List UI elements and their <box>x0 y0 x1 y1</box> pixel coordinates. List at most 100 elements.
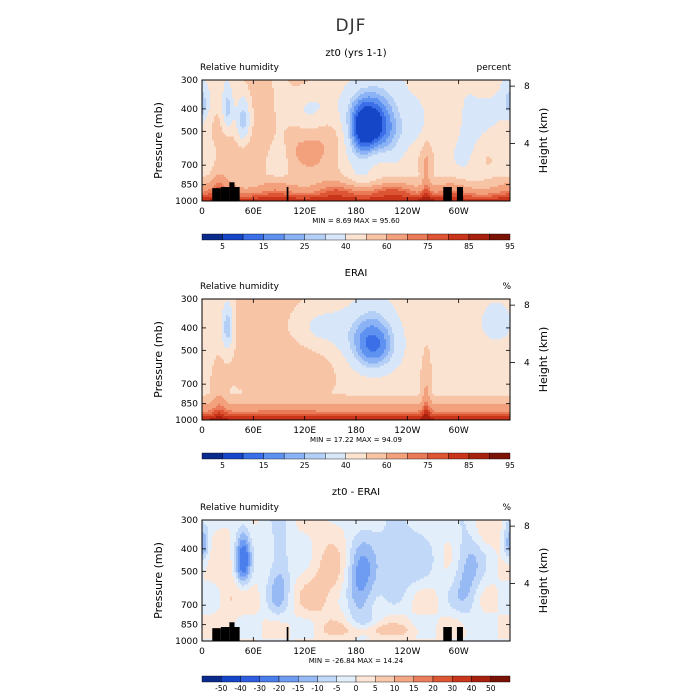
heatmap-cell <box>380 94 383 97</box>
heatmap-cell <box>242 108 245 111</box>
heatmap-cell <box>346 88 349 91</box>
heatmap-cell <box>476 108 479 111</box>
heatmap-cell <box>356 96 359 99</box>
heatmap-cell <box>444 94 447 97</box>
heatmap-cell <box>464 94 467 97</box>
heatmap-cell <box>346 94 349 97</box>
heatmap-cell <box>440 96 443 99</box>
heatmap-cell <box>426 114 429 117</box>
heatmap-cell <box>470 92 473 95</box>
heatmap-cell <box>450 86 453 89</box>
heatmap-cell <box>484 100 487 103</box>
heatmap-cell <box>486 98 489 101</box>
heatmap-cell <box>394 102 397 105</box>
heatmap-cell <box>312 112 315 115</box>
heatmap-cell <box>258 106 261 109</box>
heatmap-cell <box>282 96 285 99</box>
heatmap-cell <box>288 98 291 101</box>
heatmap-cell <box>270 92 273 95</box>
heatmap-cell <box>366 102 369 105</box>
heatmap-cell <box>372 110 375 113</box>
heatmap-cell <box>412 98 415 101</box>
heatmap-cell <box>500 88 503 91</box>
heatmap-cell <box>296 96 299 99</box>
heatmap-cell <box>448 108 451 111</box>
heatmap-cell <box>352 88 355 91</box>
heatmap-cell <box>504 114 507 117</box>
heatmap-cell <box>470 96 473 99</box>
heatmap-cell <box>424 110 427 113</box>
heatmap-cell <box>410 112 413 115</box>
heatmap-cell <box>498 90 501 93</box>
heatmap-cell <box>418 80 421 83</box>
heatmap-cell <box>426 98 429 101</box>
heatmap-cell <box>302 116 305 119</box>
heatmap-cell <box>472 82 475 85</box>
heatmap-cell <box>406 106 409 109</box>
heatmap-cell <box>292 88 295 91</box>
heatmap-cell <box>218 116 221 119</box>
heatmap-cell <box>296 94 299 97</box>
heatmap-cell <box>354 80 357 83</box>
heatmap-cell <box>308 84 311 87</box>
heatmap-cell <box>244 120 247 123</box>
heatmap-cell <box>380 120 383 123</box>
heatmap-cell <box>424 84 427 87</box>
heatmap-cell <box>290 90 293 93</box>
heatmap-cell <box>466 88 469 91</box>
heatmap-cell <box>342 88 345 91</box>
heatmap-cell <box>300 102 303 105</box>
heatmap-cell <box>366 106 369 109</box>
heatmap-cell <box>274 92 277 95</box>
heatmap-cell <box>498 118 501 121</box>
heatmap-cell <box>216 94 219 97</box>
heatmap-cell <box>280 90 283 93</box>
heatmap-cell <box>412 92 415 95</box>
heatmap-cell <box>344 86 347 89</box>
heatmap-cell <box>226 82 229 85</box>
heatmap-cell <box>350 108 353 111</box>
heatmap-cell <box>228 100 231 103</box>
heatmap-cell <box>414 100 417 103</box>
heatmap-cell <box>456 100 459 103</box>
heatmap-cell <box>468 84 471 87</box>
heatmap-cell <box>412 110 415 113</box>
heatmap-cell <box>274 118 277 121</box>
heatmap-cell <box>318 108 321 111</box>
heatmap-cell <box>280 108 283 111</box>
heatmap-cell <box>306 108 309 111</box>
heatmap-cell <box>464 116 467 119</box>
heatmap-cell <box>248 96 251 99</box>
heatmap-cell <box>462 82 465 85</box>
heatmap-cell <box>378 120 381 123</box>
heatmap-cell <box>314 100 317 103</box>
heatmap-cell <box>254 94 257 97</box>
heatmap-cell <box>502 86 505 89</box>
heatmap-cell <box>228 118 231 121</box>
heatmap-cell <box>442 106 445 109</box>
heatmap-cell <box>204 82 207 85</box>
heatmap-cell <box>316 120 319 123</box>
heatmap-cell <box>316 110 319 113</box>
heatmap-cell <box>446 96 449 99</box>
heatmap-cell <box>336 84 339 87</box>
heatmap-cell <box>478 88 481 91</box>
heatmap-cell <box>400 92 403 95</box>
heatmap-cell <box>292 116 295 119</box>
heatmap-cell <box>420 102 423 105</box>
heatmap-cell <box>344 100 347 103</box>
heatmap-cell <box>348 112 351 115</box>
heatmap-cell <box>242 86 245 89</box>
heatmap-cell <box>242 112 245 115</box>
heatmap-cell <box>320 116 323 119</box>
heatmap-cell <box>298 88 301 91</box>
heatmap-cell <box>224 96 227 99</box>
heatmap-cell <box>298 114 301 117</box>
heatmap-cell <box>212 108 215 111</box>
heatmap-cell <box>212 98 215 101</box>
heatmap-cell <box>398 92 401 95</box>
heatmap-cell <box>456 118 459 121</box>
heatmap-cell <box>474 120 477 123</box>
heatmap-cell <box>246 96 249 99</box>
heatmap-cell <box>446 104 449 107</box>
